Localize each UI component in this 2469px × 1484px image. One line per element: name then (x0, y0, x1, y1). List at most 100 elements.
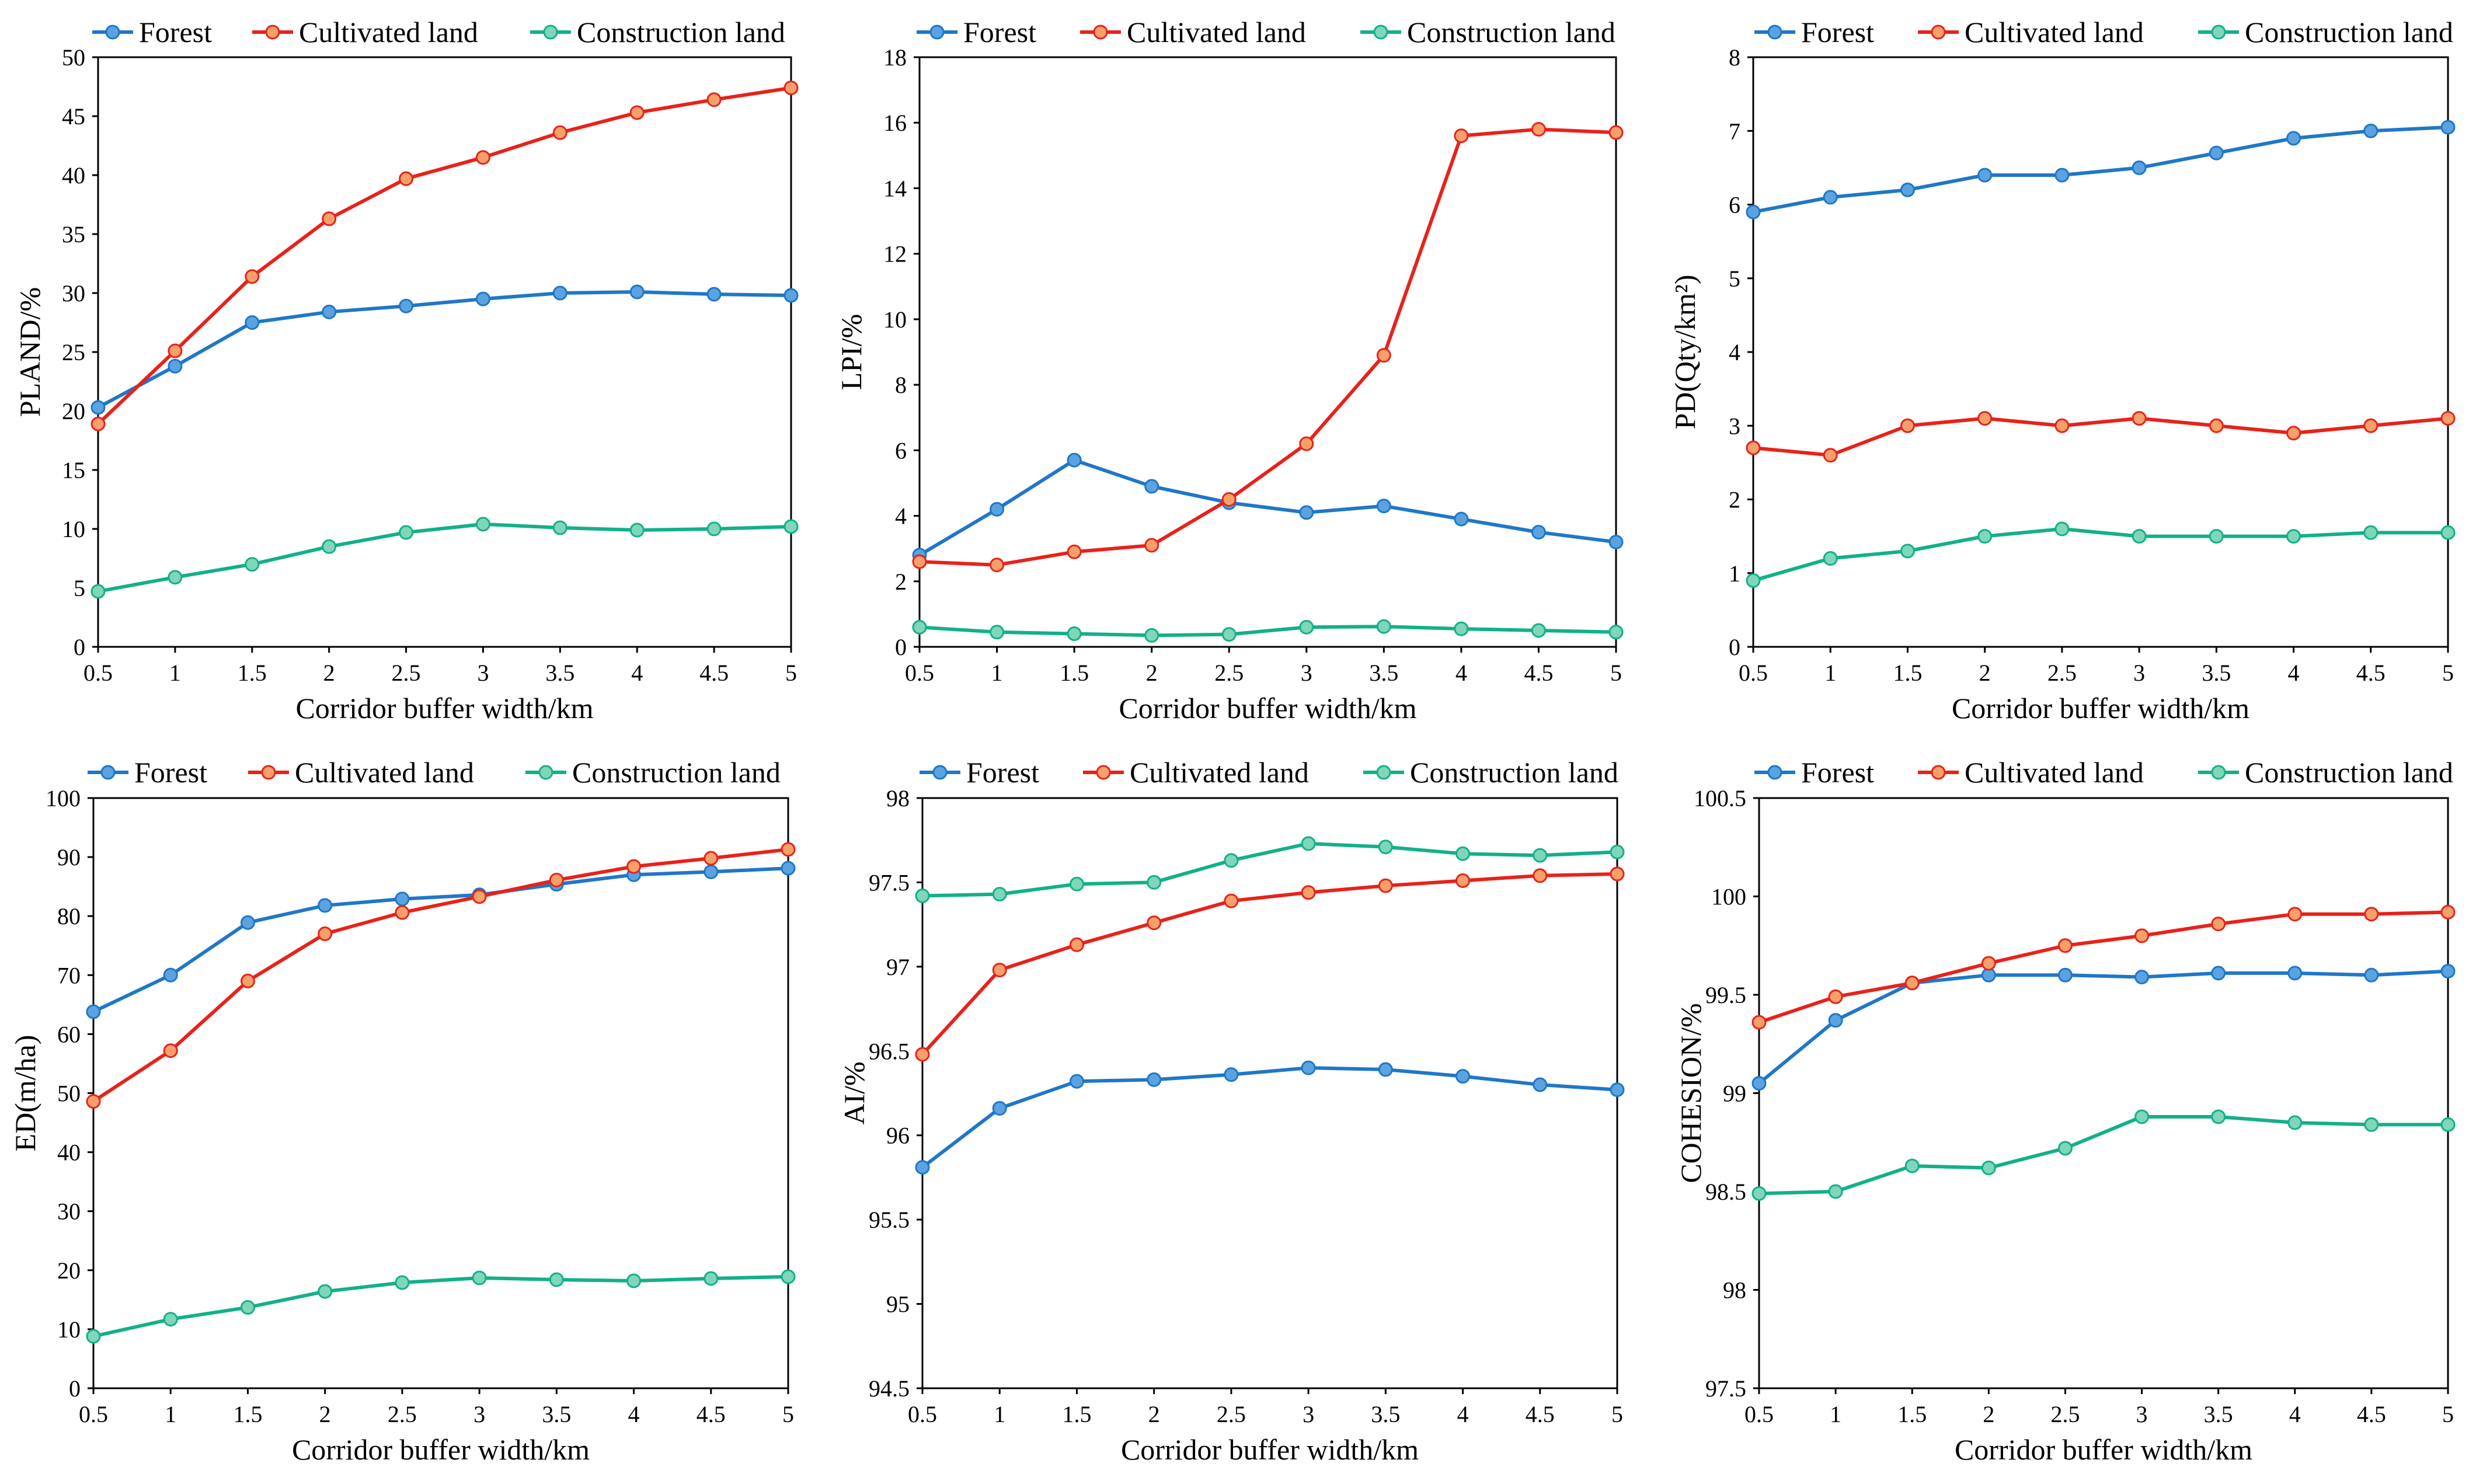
data-point-construction (2054, 521, 2070, 537)
x-tick-label: 5 (782, 1401, 794, 1427)
x-axis-label: Corridor buffer width/km (1119, 692, 1416, 724)
data-point-cultivated (395, 905, 410, 920)
y-axis-label: ED(m/ha) (9, 1035, 41, 1152)
y-tick-label: 100 (1711, 884, 1746, 910)
data-point-cultivated (549, 873, 564, 888)
data-point-construction (912, 619, 927, 635)
y-tick-label: 97 (886, 954, 910, 980)
data-point-forest (1531, 525, 1546, 540)
data-point-construction (163, 1312, 178, 1327)
data-point-construction (1610, 844, 1625, 859)
y-axis-label: LPI/% (835, 314, 868, 391)
data-point-construction (90, 584, 106, 599)
x-tick-label: 2.5 (1214, 660, 1244, 686)
data-point-construction (2209, 529, 2224, 544)
legend-marker-cultivated (265, 25, 280, 40)
legend-label-forest: Forest (1801, 16, 1874, 48)
data-point-cultivated (2134, 928, 2150, 943)
data-point-cultivated (1301, 885, 1316, 900)
chart-panel-2: 0 2 4 6 8 10 12 14 16 18 0.5 1 1.5 2 2.5 3 3.5 4 4.5 5 Corri… (835, 16, 1624, 724)
legend-label-construction: Construction land (1407, 16, 1615, 48)
y-tick-label: 10 (62, 516, 85, 542)
y-tick-label: 6 (895, 437, 907, 464)
data-point-forest (990, 501, 1005, 517)
data-point-construction (399, 525, 414, 540)
data-point-cultivated (1746, 440, 1761, 455)
data-point-cultivated (1828, 989, 1843, 1004)
x-tick-label: 1 (169, 660, 181, 686)
y-tick-label: 7 (1729, 118, 1740, 144)
x-tick-label: 4 (2288, 660, 2300, 686)
data-point-forest (1454, 511, 1469, 527)
x-tick-label: 2.5 (2050, 1401, 2080, 1427)
legend-marker-construction (543, 25, 558, 40)
series-line-cultivated (1758, 910, 2449, 1025)
y-tick-label: 95 (886, 1291, 910, 1318)
series-line-forest (921, 1066, 1618, 1169)
y-tick-label: 40 (62, 162, 85, 189)
x-tick-label: 3 (477, 660, 489, 686)
data-point-forest (1746, 204, 1761, 220)
x-tick-label: 3 (2136, 1401, 2148, 1427)
data-point-forest (783, 288, 799, 303)
y-tick-label: 30 (62, 280, 85, 306)
data-point-construction (552, 520, 567, 535)
legend-label-forest: Forest (134, 756, 207, 789)
data-point-construction (318, 1284, 333, 1299)
legend-marker-forest (105, 25, 120, 40)
y-tick-label: 99 (1723, 1081, 1746, 1107)
x-tick-label: 2.5 (1217, 1401, 1246, 1427)
data-point-construction (1900, 544, 1915, 559)
x-tick-label: 3.5 (545, 660, 574, 686)
y-tick-label: 95.5 (869, 1207, 910, 1233)
x-tick-label: 1 (165, 1401, 176, 1427)
data-point-construction (2132, 529, 2147, 544)
y-tick-label: 100 (46, 785, 81, 811)
x-tick-label: 3.5 (1369, 660, 1398, 686)
y-tick-label: 16 (883, 110, 907, 136)
legend-marker-construction (1376, 765, 1391, 780)
data-point-forest (706, 287, 722, 302)
y-tick-label: 2 (895, 569, 907, 595)
data-point-forest (163, 967, 178, 983)
data-point-construction (2134, 1109, 2150, 1124)
y-tick-label: 2 (1729, 487, 1740, 513)
x-tick-label: 5 (2442, 660, 2454, 686)
legend-marker-construction (1373, 25, 1388, 40)
y-tick-label: 5 (1729, 266, 1740, 292)
data-point-construction (1828, 1184, 1843, 1199)
plot-frame (92, 797, 789, 1389)
x-tick-label: 3.5 (542, 1401, 571, 1427)
data-point-forest (552, 285, 567, 301)
x-tick-label: 1 (1830, 1401, 1841, 1427)
legend-label-cultivated: Cultivated land (1965, 756, 2144, 789)
data-point-forest (1828, 1013, 1843, 1028)
x-tick-label: 3.5 (2202, 660, 2231, 686)
x-tick-label: 2 (319, 1401, 331, 1427)
legend-marker-forest (932, 765, 948, 780)
y-tick-label: 10 (883, 306, 907, 333)
data-point-cultivated (1531, 121, 1546, 137)
data-point-cultivated (992, 963, 1007, 978)
y-tick-label: 12 (883, 241, 907, 267)
x-tick-label: 0.5 (79, 1401, 108, 1427)
data-point-construction (783, 519, 799, 534)
x-tick-label: 3 (473, 1401, 485, 1427)
data-point-forest (2286, 131, 2301, 146)
data-point-construction (1224, 853, 1239, 868)
data-point-forest (2363, 123, 2379, 138)
data-point-construction (1531, 623, 1546, 638)
x-tick-label: 4 (2289, 1401, 2301, 1427)
data-point-cultivated (990, 558, 1005, 573)
data-point-forest (2209, 145, 2224, 161)
data-point-cultivated (1751, 1015, 1767, 1030)
data-point-forest (1823, 190, 1838, 205)
x-tick-label: 1.5 (1060, 660, 1089, 686)
x-tick-label: 1.5 (238, 660, 267, 686)
legend-label-construction: Construction land (577, 16, 785, 48)
data-point-construction (704, 1271, 719, 1286)
data-point-forest (318, 898, 333, 913)
data-point-cultivated (1067, 544, 1082, 559)
data-point-cultivated (2440, 904, 2456, 919)
y-tick-label: 80 (57, 903, 81, 929)
